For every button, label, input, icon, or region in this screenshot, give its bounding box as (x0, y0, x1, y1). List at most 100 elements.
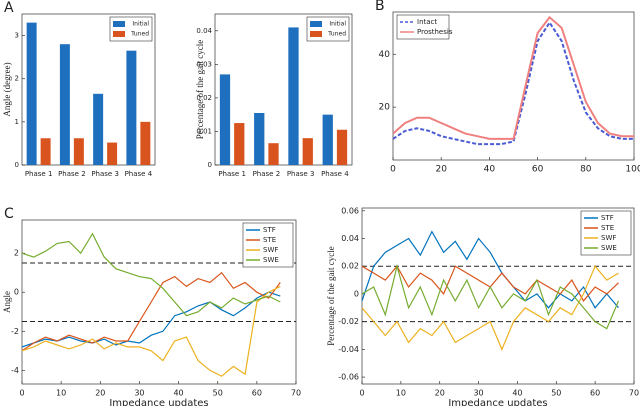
x-tick-label: 40 (484, 165, 496, 175)
y-tick-label: -0.04 (338, 345, 359, 354)
bar (268, 143, 279, 165)
legend-label: Tuned (130, 31, 149, 38)
bar (288, 27, 299, 165)
x-tick-label: 0 (359, 389, 364, 398)
y-tick-label: 2 (15, 75, 19, 83)
legend-swatch (113, 21, 125, 27)
y-tick-label: 1 (15, 118, 19, 126)
x-tick-label: 30 (134, 389, 144, 398)
y-axis-label: Percentage of the gait cycle (195, 40, 205, 139)
y-tick-label: 2 (14, 249, 19, 258)
line (21, 285, 281, 377)
legend-label: STF (263, 226, 276, 234)
y-axis-label: Angle (2, 291, 12, 313)
x-tick-label: 60 (252, 389, 262, 398)
line (21, 271, 281, 352)
y-tick-label: 0.03 (196, 60, 212, 68)
x-tick-label: Phase 3 (91, 170, 119, 178)
line (361, 265, 619, 351)
bar (73, 138, 84, 165)
legend-swatch (113, 31, 125, 37)
x-tick-label: 100 (625, 165, 640, 175)
legend-label: SWF (263, 246, 278, 254)
legend-label: STE (601, 224, 614, 232)
legend (396, 14, 450, 40)
x-tick-label: 10 (396, 389, 406, 398)
y-tick-label: 0.02 (196, 94, 212, 102)
panel-label: B (375, 0, 385, 14)
y-tick-label: 0.01 (196, 127, 212, 135)
x-axis-label: Impedance updates (448, 398, 547, 406)
y-tick-label: 0.04 (341, 234, 359, 243)
legend-label: STF (601, 214, 614, 222)
y-tick-label: 40 (379, 50, 391, 60)
x-tick-label: 50 (213, 389, 223, 398)
line (361, 263, 620, 330)
x-tick-label: 70 (629, 389, 639, 398)
x-tick-label: 20 (95, 389, 105, 398)
line (392, 15, 634, 140)
x-tick-label: Phase 1 (25, 170, 53, 178)
x-tick-label: 60 (532, 165, 544, 175)
y-tick-label: -0.06 (338, 373, 359, 382)
y-tick-label: 0.04 (196, 27, 212, 35)
x-tick-label: 0 (390, 165, 396, 175)
bar (107, 142, 118, 165)
x-tick-label: 20 (435, 165, 447, 175)
legend-label: Initial (329, 21, 346, 28)
bar (234, 123, 245, 165)
x-tick-label: 10 (56, 389, 66, 398)
bar (322, 114, 333, 165)
legend-label: Initial (132, 21, 149, 28)
bar (140, 121, 151, 165)
y-tick-label: 3 (15, 32, 19, 40)
legend-label: SWE (263, 256, 279, 264)
x-tick-label: Phase 4 (321, 170, 349, 178)
x-tick-label: 80 (580, 165, 592, 175)
bar (336, 129, 348, 165)
bar (126, 50, 137, 165)
y-tick-label: 0.02 (341, 262, 359, 271)
legend-label: STE (263, 236, 276, 244)
line (392, 20, 634, 146)
y-tick-label: 20 (379, 103, 391, 113)
legend-label: SWF (601, 234, 616, 242)
x-tick-label: 40 (512, 389, 522, 398)
x-axis-label: Impedance updates (109, 398, 208, 406)
bar (302, 138, 313, 165)
x-tick-label: 50 (551, 389, 561, 398)
legend-label: Prosthesis (417, 28, 453, 36)
legend-swatch (310, 21, 322, 27)
legend-label: Intact (417, 18, 437, 26)
x-tick-label: 20 (435, 389, 445, 398)
x-tick-label: 60 (590, 389, 600, 398)
panel-label: C (4, 206, 14, 222)
line (361, 230, 619, 309)
y-axis-label: Percentage of the gait cycle (326, 246, 336, 345)
x-tick-label: 70 (291, 389, 301, 398)
panel-label: A (4, 0, 14, 16)
x-tick-label: Phase 3 (287, 170, 315, 178)
x-tick-label: Phase 2 (253, 170, 281, 178)
legend-swatch (310, 31, 322, 37)
y-tick-label: -2 (11, 327, 19, 336)
bar (26, 22, 37, 165)
x-tick-label: Phase 4 (125, 170, 153, 178)
bar (93, 93, 104, 165)
legend-label: Tuned (327, 31, 346, 38)
line (21, 232, 281, 317)
bar (59, 44, 70, 166)
y-tick-label: -4 (11, 366, 19, 375)
y-tick-label: 0 (354, 289, 359, 298)
x-tick-label: 0 (19, 389, 24, 398)
y-tick-label: 0 (208, 161, 212, 169)
x-tick-label: 40 (173, 389, 183, 398)
bar (219, 74, 231, 165)
legend-label: SWE (601, 244, 617, 252)
line (21, 291, 281, 348)
bar (254, 112, 265, 165)
x-tick-label: Phase 2 (58, 170, 86, 178)
y-tick-label: 0 (15, 161, 19, 169)
bar (40, 138, 51, 165)
